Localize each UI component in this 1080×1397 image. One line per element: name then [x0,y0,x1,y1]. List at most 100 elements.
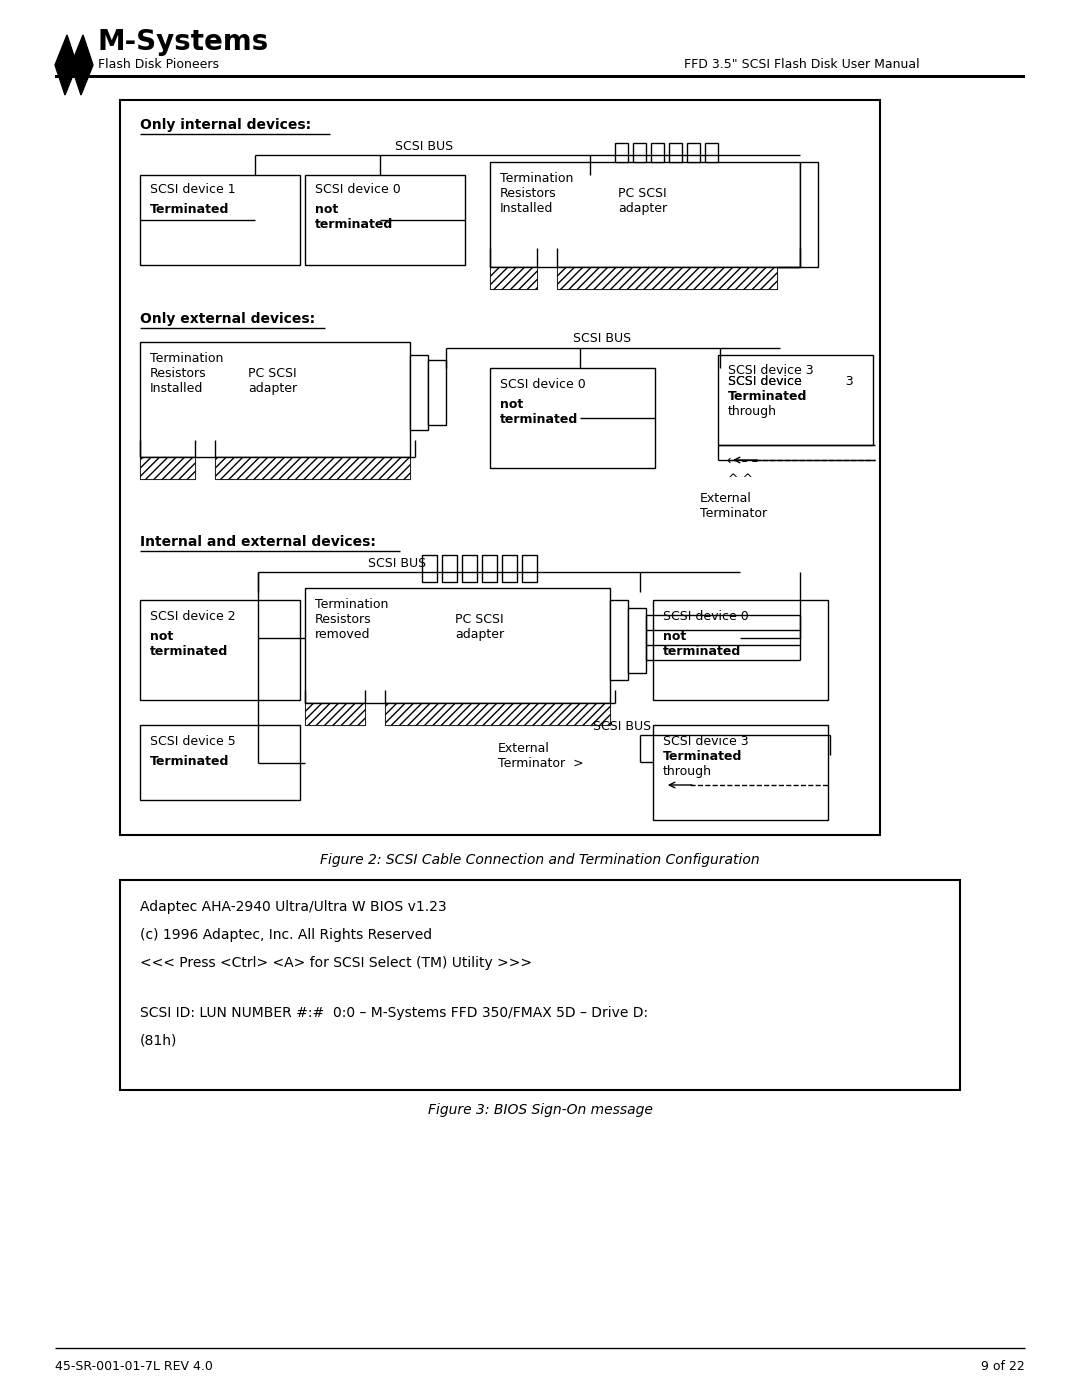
Text: (c) 1996 Adaptec, Inc. All Rights Reserved: (c) 1996 Adaptec, Inc. All Rights Reserv… [140,928,432,942]
Text: PC SCSI: PC SCSI [455,613,503,626]
Bar [120,101,880,835]
Text: Figure 3: BIOS Sign-On message: Figure 3: BIOS Sign-On message [428,1104,652,1118]
Bar [633,142,646,162]
Text: Flash Disk Pioneers: Flash Disk Pioneers [98,59,219,71]
Bar [305,703,365,725]
Bar [140,342,410,457]
Text: not: not [500,398,523,411]
Bar [490,162,800,267]
Text: Termination: Termination [150,352,224,365]
Bar [384,703,610,725]
Bar [120,880,960,1090]
Bar [140,457,195,479]
Text: SCSI BUS: SCSI BUS [395,140,454,154]
Bar [557,267,777,289]
Bar [410,355,428,430]
Text: <<< Press <Ctrl> <A> for SCSI Select (TM) Utility >>>: <<< Press <Ctrl> <A> for SCSI Select (TM… [140,956,532,970]
Text: SCSI BUS: SCSI BUS [573,332,631,345]
Text: SCSI device 2: SCSI device 2 [150,610,235,623]
Text: SCSI device 3: SCSI device 3 [728,365,813,377]
Bar [442,555,457,583]
Polygon shape [71,35,93,95]
Text: FFD 3.5" SCSI Flash Disk User Manual: FFD 3.5" SCSI Flash Disk User Manual [685,59,920,71]
Text: Termination: Termination [315,598,389,610]
Bar [140,725,300,800]
Text: Resistors: Resistors [150,367,206,380]
Text: Only external devices:: Only external devices: [140,312,315,326]
Text: PC SCSI: PC SCSI [248,367,297,380]
Text: Termination: Termination [500,172,573,184]
Text: adapter: adapter [618,203,667,215]
Text: Terminator: Terminator [700,507,767,520]
Text: SCSI device      3: SCSI device 3 [728,374,853,388]
Bar [462,555,477,583]
Text: Resistors: Resistors [315,613,372,626]
Bar [669,142,681,162]
Text: Terminated: Terminated [663,750,742,763]
Text: not: not [663,630,686,643]
Text: SCSI BUS: SCSI BUS [368,557,427,570]
Bar [140,457,195,479]
Text: Figure 2: SCSI Cable Connection and Termination Configuration: Figure 2: SCSI Cable Connection and Term… [320,854,760,868]
Bar [800,162,818,267]
Bar [215,457,410,479]
Text: Only internal devices:: Only internal devices: [140,117,311,131]
Text: adapter: adapter [248,381,297,395]
Text: 9 of 22: 9 of 22 [982,1361,1025,1373]
Bar [610,599,627,680]
Bar [653,599,828,700]
Text: External: External [498,742,550,754]
Polygon shape [55,35,77,95]
Text: SCSI device: SCSI device [728,374,806,388]
Bar [490,267,537,289]
Text: Installed: Installed [500,203,553,215]
Text: SCSI device 5: SCSI device 5 [150,735,235,747]
Text: terminated: terminated [315,218,393,231]
Text: SCSI device 0: SCSI device 0 [663,610,748,623]
Text: SCSI device 0: SCSI device 0 [315,183,401,196]
Bar [627,608,646,673]
Bar [215,457,410,479]
Bar [490,367,654,468]
Text: SCSI device 1: SCSI device 1 [150,183,235,196]
Bar [482,555,497,583]
Text: SCSI device 3: SCSI device 3 [663,735,748,747]
Bar [305,588,610,703]
Bar [140,175,300,265]
Text: Adaptec AHA-2940 Ultra/Ultra W BIOS v1.23: Adaptec AHA-2940 Ultra/Ultra W BIOS v1.2… [140,900,447,914]
Bar [428,360,446,425]
Text: through: through [663,766,712,778]
Text: Terminated: Terminated [150,203,229,217]
Text: (81h): (81h) [140,1034,177,1048]
Text: Resistors: Resistors [500,187,556,200]
Bar [651,142,664,162]
Text: not: not [150,630,173,643]
Text: through: through [728,405,777,418]
Bar [653,725,828,820]
Text: SCSI ID: LUN NUMBER #:#  0:0 – M-Systems FFD 350/FMAX 5D – Drive D:: SCSI ID: LUN NUMBER #:# 0:0 – M-Systems … [140,1006,648,1020]
Bar [557,267,777,289]
Bar [384,703,610,725]
Text: Terminated: Terminated [728,390,808,402]
Text: PC SCSI: PC SCSI [618,187,666,200]
Bar [687,142,700,162]
Bar [422,555,437,583]
Text: SCSI device 0: SCSI device 0 [500,379,585,391]
Text: adapter: adapter [455,629,504,641]
Text: not: not [315,203,338,217]
Text: ← – –: ← – – [727,455,758,468]
Text: External: External [700,492,752,504]
Text: Installed: Installed [150,381,203,395]
Text: Internal and external devices:: Internal and external devices: [140,535,376,549]
Text: Terminator  >: Terminator > [498,757,583,770]
Text: SCSI BUS: SCSI BUS [593,719,651,733]
Text: terminated: terminated [663,645,741,658]
Bar [490,267,537,289]
Bar [140,599,300,700]
Text: removed: removed [315,629,370,641]
Bar [502,555,517,583]
Bar [705,142,718,162]
Text: terminated: terminated [150,645,228,658]
Text: 45-SR-001-01-7L REV 4.0: 45-SR-001-01-7L REV 4.0 [55,1361,213,1373]
Text: terminated: terminated [500,414,578,426]
